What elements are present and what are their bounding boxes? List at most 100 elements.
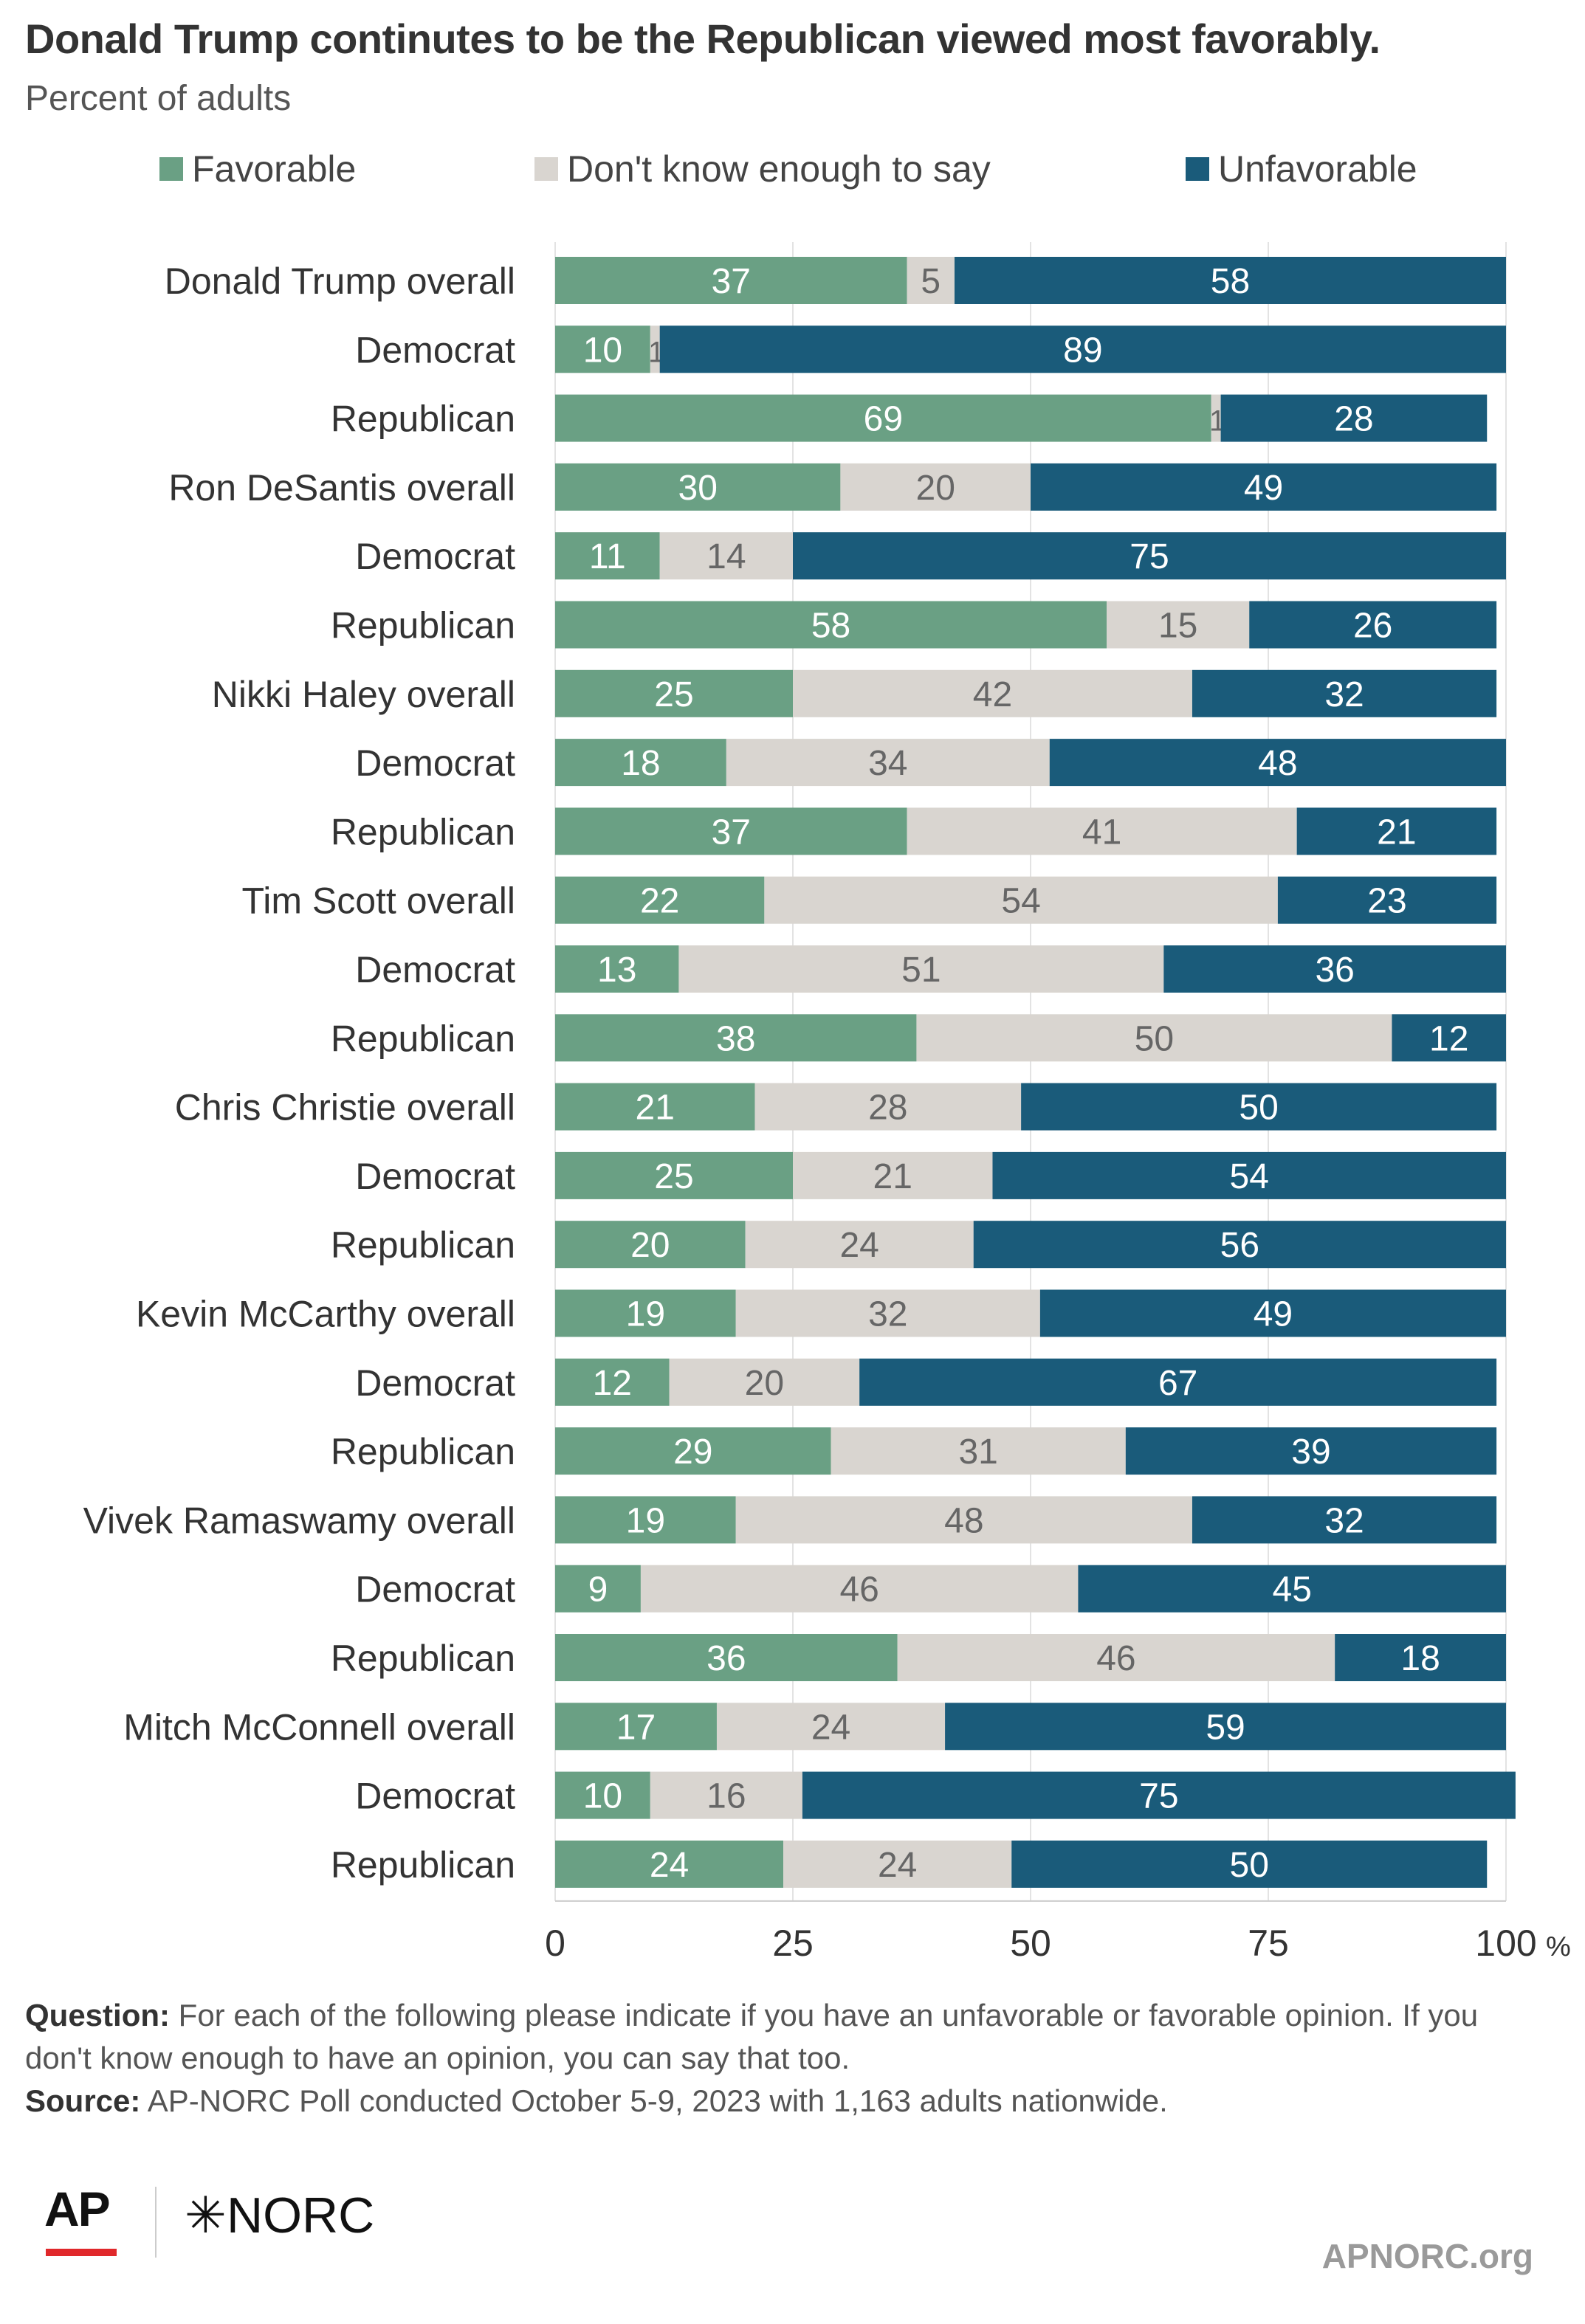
data-label: 10 bbox=[583, 1777, 622, 1816]
data-label: 30 bbox=[678, 469, 718, 508]
data-label: 29 bbox=[673, 1432, 712, 1472]
data-label: 46 bbox=[1096, 1639, 1135, 1678]
bar-segment bbox=[793, 532, 1506, 580]
bar-segment bbox=[555, 1221, 746, 1269]
bar-segment bbox=[716, 1703, 946, 1751]
data-label: 19 bbox=[626, 1295, 665, 1334]
legend-swatch-dont-know bbox=[534, 157, 558, 181]
bar-segment bbox=[783, 1840, 1012, 1888]
data-label: 17 bbox=[616, 1708, 656, 1747]
data-label: 10 bbox=[583, 331, 622, 370]
bar-segment bbox=[555, 463, 841, 511]
bar-segment bbox=[1220, 394, 1488, 442]
data-label: 24 bbox=[650, 1846, 689, 1885]
bar-segment bbox=[555, 1289, 736, 1337]
legend-label-dont-know: Don't know enough to say bbox=[567, 148, 991, 190]
source-text: AP-NORC Poll conducted October 5-9, 2023… bbox=[147, 2083, 1168, 2118]
site-link[interactable]: APNORC.org bbox=[1321, 2237, 1533, 2275]
category-label: Democrat bbox=[355, 329, 515, 370]
chart-subtitle: Percent of adults bbox=[25, 79, 292, 118]
data-label: 51 bbox=[901, 951, 941, 990]
category-label: Democrat bbox=[355, 949, 515, 990]
data-label: 25 bbox=[654, 675, 693, 714]
chart-title: Donald Trump continutes to be the Republ… bbox=[25, 15, 1381, 62]
category-label: Republican bbox=[331, 811, 515, 852]
category-label: Republican bbox=[331, 1224, 515, 1266]
data-label: 59 bbox=[1206, 1708, 1245, 1747]
x-tick-label: 50 bbox=[1010, 1923, 1051, 1964]
bar-segment bbox=[555, 1151, 793, 1199]
logo-divider bbox=[155, 2187, 157, 2258]
data-label: 48 bbox=[1258, 744, 1297, 783]
category-label: Kevin McCarthy overall bbox=[136, 1294, 515, 1335]
bar-segment bbox=[555, 1358, 670, 1406]
bar-segment bbox=[907, 257, 955, 304]
bar-segment bbox=[859, 1358, 1497, 1406]
data-label: 75 bbox=[1130, 537, 1169, 576]
data-label: 23 bbox=[1367, 882, 1406, 921]
bar-segment bbox=[555, 1014, 917, 1062]
data-label: 41 bbox=[1082, 813, 1121, 852]
bar-segment bbox=[555, 1703, 717, 1751]
x-unit-label: % bbox=[1546, 1931, 1571, 1962]
data-label: 12 bbox=[1429, 1019, 1468, 1058]
bar-segment bbox=[945, 1703, 1506, 1751]
data-label: 11 bbox=[589, 537, 626, 576]
data-label: 26 bbox=[1353, 607, 1392, 646]
category-label: Ron DeSantis overall bbox=[168, 467, 515, 508]
data-label: 39 bbox=[1291, 1432, 1330, 1472]
bar-segment bbox=[555, 945, 679, 993]
bar-segment bbox=[555, 532, 660, 580]
category-label: Republican bbox=[331, 605, 515, 646]
bar-segment bbox=[555, 394, 1211, 442]
bar-segment bbox=[1249, 601, 1497, 649]
bar-segment bbox=[650, 1771, 802, 1819]
data-label: 18 bbox=[621, 744, 660, 783]
data-label: 34 bbox=[868, 744, 907, 783]
category-label: Republican bbox=[331, 1638, 515, 1679]
bar-segment bbox=[1335, 1634, 1506, 1681]
data-label: 32 bbox=[868, 1295, 907, 1334]
bar-segment bbox=[802, 1771, 1516, 1819]
legend-item-favorable: Favorable bbox=[159, 148, 356, 190]
data-label: 20 bbox=[916, 469, 955, 508]
data-label: 75 bbox=[1139, 1777, 1178, 1816]
bar-segment bbox=[840, 463, 1031, 511]
bar-segment bbox=[555, 739, 726, 787]
category-label: Republican bbox=[331, 1431, 515, 1472]
data-label: 50 bbox=[1135, 1019, 1174, 1058]
bar-segment bbox=[650, 325, 660, 373]
question-text: For each of the following please indicat… bbox=[25, 1998, 1479, 2075]
data-label: 89 bbox=[1063, 331, 1102, 370]
bar-segment bbox=[1192, 669, 1497, 717]
bar-segment bbox=[793, 669, 1192, 717]
data-label: 45 bbox=[1273, 1570, 1312, 1610]
category-label: Tim Scott overall bbox=[242, 880, 515, 922]
data-label: 36 bbox=[706, 1639, 746, 1678]
data-label: 67 bbox=[1158, 1364, 1197, 1403]
bar-segment bbox=[659, 325, 1507, 373]
bar-segment bbox=[764, 876, 1278, 924]
bar-segment bbox=[735, 1496, 1192, 1544]
bar-segment bbox=[793, 1151, 993, 1199]
legend-label-favorable: Favorable bbox=[192, 148, 357, 190]
category-label: Republican bbox=[331, 1844, 515, 1886]
bar-segment bbox=[1296, 807, 1497, 855]
bar-segment bbox=[1049, 739, 1506, 787]
legend: Favorable Don't know enough to say Unfav… bbox=[0, 148, 1585, 196]
bar-segment bbox=[555, 876, 765, 924]
data-label: 25 bbox=[654, 1157, 693, 1196]
data-label: 58 bbox=[1211, 262, 1250, 301]
bar-segment bbox=[555, 1771, 650, 1819]
bar-segment bbox=[640, 1565, 1079, 1613]
data-label: 24 bbox=[811, 1708, 850, 1747]
bar-segment bbox=[555, 669, 793, 717]
data-label: 48 bbox=[944, 1501, 983, 1540]
bar-segment bbox=[555, 325, 650, 373]
ap-logo: AP bbox=[44, 2182, 111, 2236]
bar-segment bbox=[754, 1083, 1022, 1131]
bar-segment bbox=[954, 257, 1506, 304]
bar-segment bbox=[1192, 1496, 1497, 1544]
legend-item-dont-know: Don't know enough to say bbox=[534, 148, 991, 190]
bar-segment bbox=[1031, 463, 1497, 511]
